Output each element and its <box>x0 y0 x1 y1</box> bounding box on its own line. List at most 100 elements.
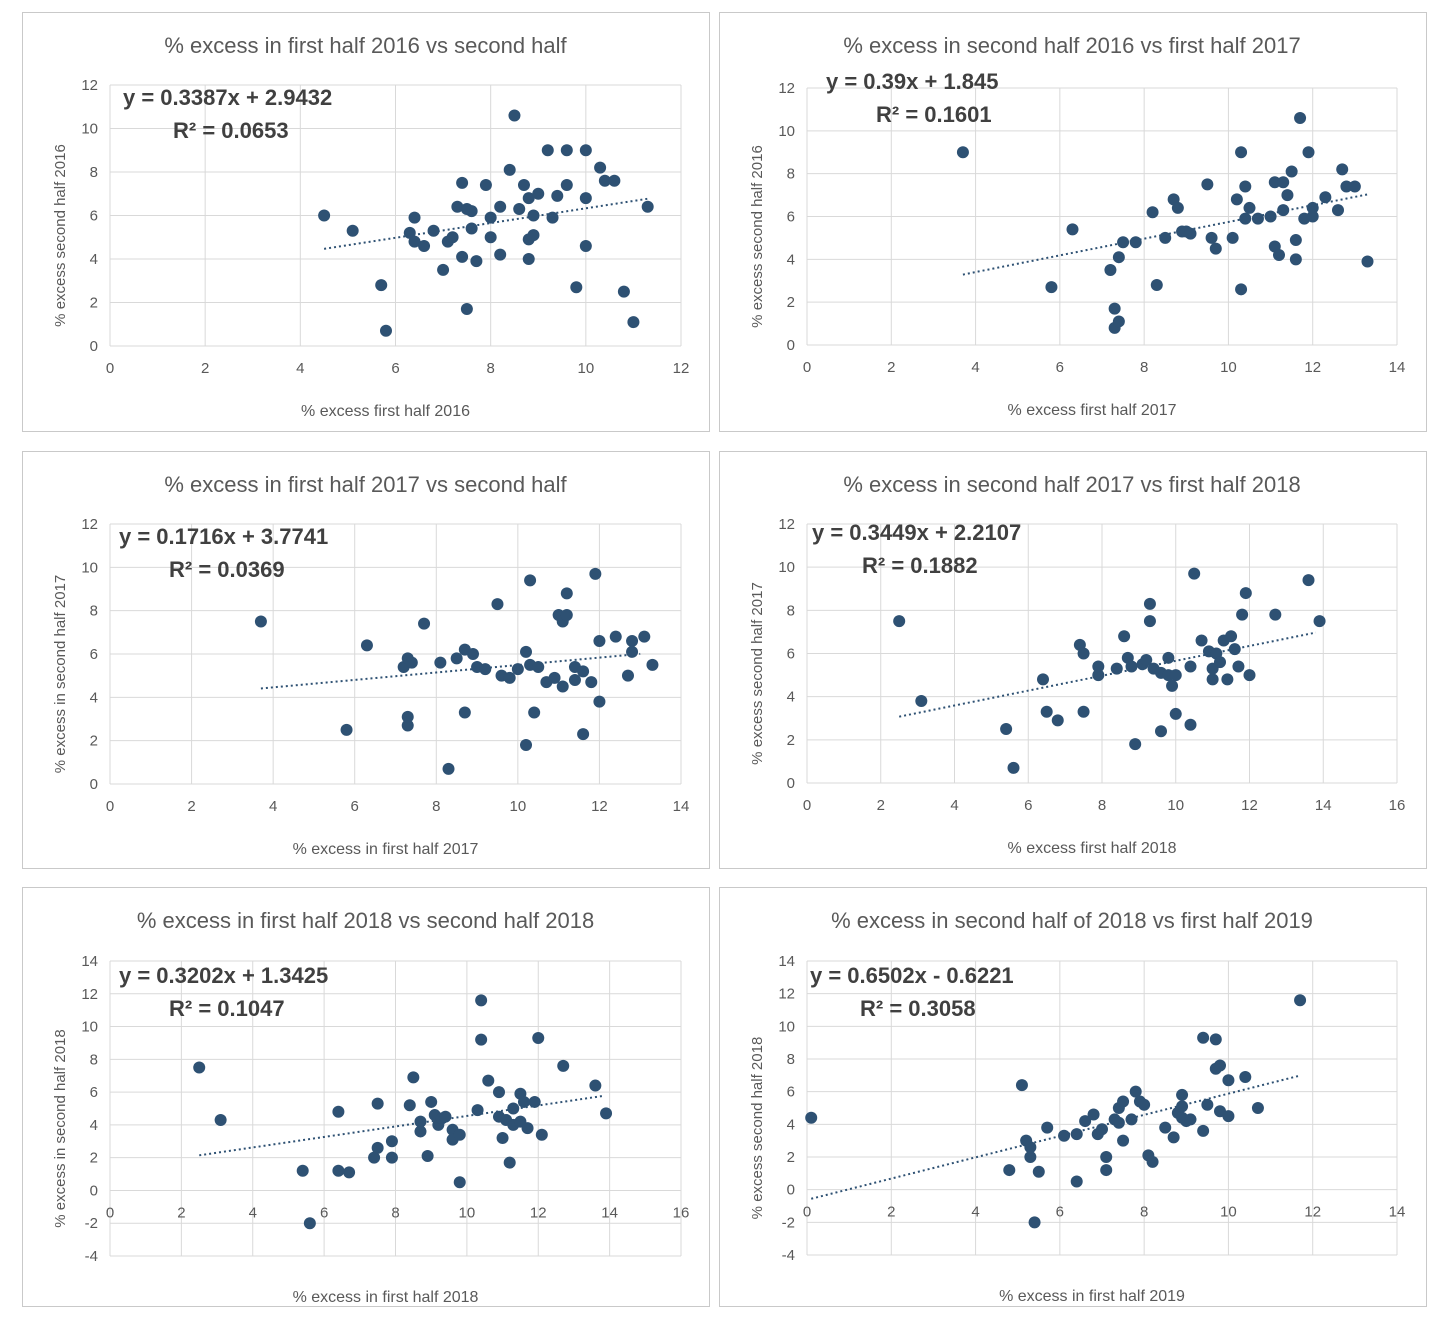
data-point <box>450 652 463 665</box>
chart-title: % excess in second half 2017 vs first ha… <box>843 472 1300 497</box>
data-point <box>1313 615 1326 628</box>
data-point <box>1112 315 1125 328</box>
data-point <box>456 250 469 263</box>
data-point <box>408 235 421 248</box>
data-point <box>318 209 331 222</box>
data-point <box>494 200 507 213</box>
data-point <box>627 316 640 329</box>
x-tick-label: 10 <box>1167 797 1184 814</box>
y-tick-label: 10 <box>778 123 795 140</box>
y-tick-label: 4 <box>90 251 98 268</box>
y-tick-label: 12 <box>778 986 795 1003</box>
r-squared-label: R² = 0.1601 <box>876 102 992 127</box>
data-point <box>1169 669 1182 682</box>
data-point <box>594 161 607 174</box>
x-tick-label: 12 <box>673 360 690 377</box>
data-point <box>521 1122 534 1135</box>
trendline-equation: y = 0.3202x + 1.3425 <box>119 963 328 988</box>
data-point <box>1087 1108 1100 1121</box>
x-tick-label: 8 <box>1140 359 1148 376</box>
y-tick-label: 0 <box>90 1182 98 1199</box>
data-point <box>1028 1216 1041 1229</box>
data-point <box>557 1059 570 1072</box>
y-tick-label: -2 <box>85 1215 98 1232</box>
trendline-equation: y = 0.39x + 1.845 <box>826 69 999 94</box>
data-point <box>1167 1131 1180 1144</box>
data-point <box>1294 994 1307 1007</box>
data-point <box>579 239 592 252</box>
data-point <box>532 661 545 673</box>
data-point <box>343 1166 356 1179</box>
data-point <box>915 694 928 707</box>
y-axis-label: % excess second half 2018 <box>749 1037 766 1220</box>
data-point <box>1077 705 1090 718</box>
x-tick-label: 12 <box>591 798 608 815</box>
x-tick-label: 16 <box>673 1204 690 1221</box>
data-point <box>475 1033 488 1046</box>
y-tick-label: 4 <box>787 689 795 706</box>
data-point <box>451 200 464 213</box>
data-point <box>528 706 541 719</box>
data-point <box>418 239 431 252</box>
data-point <box>579 144 592 157</box>
chart-panel-2: % excess in second half 2016 vs first ha… <box>719 12 1427 432</box>
data-point <box>1051 714 1064 727</box>
data-point <box>1077 647 1090 660</box>
x-tick-label: 14 <box>1315 797 1332 814</box>
data-point <box>1239 180 1252 193</box>
data-point <box>446 231 459 244</box>
data-point <box>453 1128 466 1141</box>
data-point <box>1239 587 1252 600</box>
data-point <box>332 1164 345 1177</box>
y-tick-label: 8 <box>90 603 98 620</box>
data-point <box>418 617 431 630</box>
data-point <box>1100 1164 1113 1177</box>
data-point <box>1184 227 1197 240</box>
data-point <box>484 231 497 244</box>
data-point <box>1146 1155 1159 1168</box>
y-tick-label: 6 <box>90 646 98 663</box>
data-point <box>1171 201 1184 214</box>
data-point <box>1100 1151 1113 1163</box>
data-point <box>1066 223 1079 236</box>
data-point <box>1302 146 1315 159</box>
data-point <box>1079 1115 1092 1128</box>
data-point <box>1159 231 1172 244</box>
y-tick-label: 8 <box>90 164 98 181</box>
data-point <box>1169 707 1182 720</box>
data-point <box>1269 608 1282 621</box>
data-point <box>1070 1128 1083 1141</box>
scatter-chart: % excess in first half 2017 vs second ha… <box>52 472 689 858</box>
data-point <box>437 263 450 276</box>
x-tick-label: 12 <box>530 1204 547 1221</box>
data-point <box>460 303 473 316</box>
data-point <box>484 211 497 224</box>
x-tick-label: 10 <box>1220 1204 1237 1221</box>
data-point <box>1166 679 1179 692</box>
data-point <box>1184 660 1197 673</box>
data-point <box>585 676 598 689</box>
data-point <box>1104 264 1117 277</box>
data-point <box>414 1125 427 1138</box>
y-tick-label: 4 <box>787 251 795 268</box>
data-point <box>1003 1164 1016 1177</box>
data-point <box>1232 660 1245 673</box>
x-tick-label: 0 <box>106 798 114 815</box>
data-point <box>1092 660 1105 673</box>
x-tick-label: 6 <box>320 1204 328 1221</box>
trendline-equation: y = 0.6502x - 0.6221 <box>810 963 1014 988</box>
x-tick-label: 14 <box>1389 1204 1406 1221</box>
data-point <box>1129 1085 1142 1098</box>
data-point <box>560 179 573 192</box>
data-point <box>626 635 639 647</box>
data-point <box>471 1104 484 1117</box>
y-tick-label: 12 <box>81 77 98 94</box>
data-point <box>458 706 471 719</box>
r-squared-label: R² = 0.0653 <box>173 118 289 143</box>
data-point <box>1184 718 1197 731</box>
data-point <box>405 656 418 669</box>
y-axis-label: % excess second half 2016 <box>52 144 69 327</box>
data-point <box>254 615 267 628</box>
data-point <box>434 656 447 669</box>
y-tick-label: 6 <box>90 208 98 225</box>
